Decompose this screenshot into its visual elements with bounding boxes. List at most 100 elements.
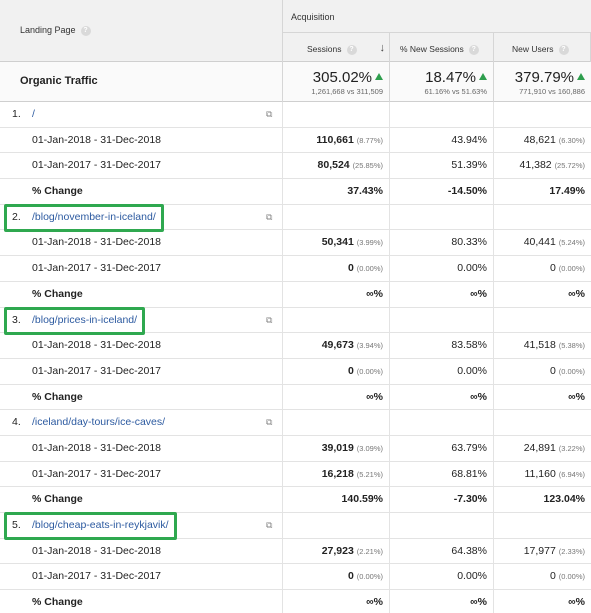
new-sessions-cell: 51.39% — [390, 153, 494, 179]
sessions-cell: 0 (0.00%) — [283, 564, 390, 590]
sessions-cell: 27,923 (2.21%) — [283, 538, 390, 564]
external-link-icon[interactable]: ⧉ — [266, 211, 273, 222]
sessions-cell: 50,341 (3.99%) — [283, 230, 390, 256]
summary-new-sessions: 18.47% 61.16% vs 51.63% — [390, 62, 494, 102]
table-row: % Change 37.43% -14.50% 17.49% — [0, 179, 591, 205]
new-sessions-cell: 83.58% — [390, 333, 494, 358]
arrow-up-icon — [577, 73, 585, 80]
help-icon[interactable]: ? — [346, 44, 357, 55]
sessions-change-cell: ∞% — [283, 384, 390, 410]
help-icon[interactable]: ? — [468, 44, 479, 55]
new-users-cell: 0 (0.00%) — [549, 262, 585, 275]
table-row: % Change ∞% ∞% ∞% — [0, 590, 591, 613]
new-sessions-cell: 43.94% — [390, 127, 494, 153]
landing-page-link[interactable]: /blog/november-in-iceland/ — [32, 210, 156, 223]
table-row: 01-Jan-2017 - 31-Dec-2017 0 (0.00%) 0.00… — [0, 256, 591, 282]
date-range-label: 01-Jan-2017 - 31-Dec-2017 — [32, 159, 161, 172]
new-sessions-header[interactable]: % New Sessions? — [390, 32, 494, 62]
date-range-label: 01-Jan-2018 - 31-Dec-2018 — [32, 133, 161, 146]
table-row: 01-Jan-2018 - 31-Dec-2018 27,923 (2.21%)… — [0, 538, 591, 565]
new-users-cell: 40,441 (5.24%) — [523, 236, 585, 249]
table-row: 01-Jan-2017 - 31-Dec-2017 0 (0.00%) 0.00… — [0, 564, 591, 591]
new-sessions-change-cell: -14.50% — [390, 179, 494, 204]
table-header: Landing Page? Acquisition Sessions? ↓ % … — [0, 0, 591, 62]
change-label: % Change — [32, 287, 83, 300]
new-users-cell: 41,382 (25.72%) — [519, 159, 585, 172]
new-sessions-change-cell: ∞% — [390, 281, 494, 307]
new-sessions-cell: 0.00% — [390, 256, 494, 281]
sessions-cell: 16,218 (5.21%) — [283, 461, 390, 487]
date-range-label: 01-Jan-2017 - 31-Dec-2017 — [32, 570, 161, 583]
table-row: % Change ∞% ∞% ∞% — [0, 384, 591, 411]
table-row: 01-Jan-2018 - 31-Dec-2018 39,019 (3.09%)… — [0, 435, 591, 462]
new-users-cell: 41,518 (5.38%) — [523, 339, 585, 352]
external-link-icon[interactable]: ⧉ — [266, 314, 273, 325]
date-range-label: 01-Jan-2017 - 31-Dec-2017 — [32, 467, 161, 480]
date-range-label: 01-Jan-2017 - 31-Dec-2017 — [32, 364, 161, 377]
arrow-up-icon — [479, 73, 487, 80]
table-row: % Change ∞% ∞% ∞% — [0, 281, 591, 308]
help-icon[interactable]: ? — [558, 44, 569, 55]
new-sessions-change-cell: ∞% — [390, 590, 494, 613]
date-range-label: 01-Jan-2018 - 31-Dec-2018 — [32, 339, 161, 352]
new-users-cell: 24,891 (3.22%) — [523, 441, 585, 454]
new-users-header[interactable]: New Users? — [494, 32, 591, 62]
acquisition-label: Acquisition — [291, 12, 335, 22]
table-row: 01-Jan-2018 - 31-Dec-2018 50,341 (3.99%)… — [0, 230, 591, 257]
table-row: 01-Jan-2017 - 31-Dec-2017 0 (0.00%) 0.00… — [0, 358, 591, 385]
change-label: % Change — [32, 493, 83, 506]
external-link-icon[interactable]: ⧉ — [266, 109, 273, 119]
new-users-change-cell: 17.49% — [549, 185, 585, 198]
new-users-cell: 0 (0.00%) — [549, 364, 585, 377]
landing-page-link[interactable]: / — [32, 108, 35, 120]
sessions-change-cell: ∞% — [283, 590, 390, 613]
landing-page-link[interactable]: /blog/cheap-eats-in-reykjavik/ — [32, 519, 169, 531]
new-users-cell: 0 (0.00%) — [549, 570, 585, 583]
sessions-change-cell: ∞% — [283, 281, 390, 307]
table-row: 01-Jan-2018 - 31-Dec-2018 110,661 (8.77%… — [0, 127, 591, 154]
change-label: % Change — [32, 390, 83, 403]
row-index: 3. — [12, 313, 21, 326]
row-index: 4. — [12, 416, 21, 429]
row-index: 1. — [12, 108, 21, 120]
table-row: 01-Jan-2018 - 31-Dec-2018 49,673 (3.94%)… — [0, 333, 591, 359]
table-row: % Change 140.59% -7.30% 123.04% — [0, 487, 591, 513]
new-sessions-cell: 68.81% — [390, 461, 494, 487]
external-link-icon[interactable]: ⧉ — [266, 417, 273, 428]
landing-page-header[interactable]: Landing Page? — [0, 0, 283, 62]
sessions-cell: 110,661 (8.77%) — [283, 127, 390, 153]
new-users-label: New Users — [512, 44, 554, 54]
landing-page-label: Landing Page — [20, 25, 76, 35]
new-sessions-cell: 64.38% — [390, 538, 494, 564]
new-sessions-cell: 0.00% — [390, 564, 494, 590]
sessions-cell: 49,673 (3.94%) — [283, 333, 390, 358]
table-body: 1. / ⧉ 01-Jan-2018 - 31-Dec-2018 110,661… — [0, 102, 591, 613]
summary-new-users: 379.79% 771,910 vs 160,886 — [514, 69, 585, 96]
summary-row: Organic Traffic 305.02% 1,261,668 vs 311… — [0, 62, 591, 102]
sort-desc-icon[interactable]: ↓ — [379, 42, 386, 54]
new-users-cell: 17,977 (2.33%) — [523, 544, 585, 557]
table-row: 5. /blog/cheap-eats-in-reykjavik/ ⧉ — [0, 513, 591, 539]
table-row: 1. / ⧉ — [0, 102, 591, 128]
arrow-up-icon — [375, 73, 383, 80]
landing-page-link[interactable]: /blog/prices-in-iceland/ — [32, 313, 138, 326]
sessions-header[interactable]: Sessions? ↓ — [283, 32, 390, 62]
help-icon[interactable]: ? — [80, 25, 91, 36]
summary-sessions: 305.02% 1,261,668 vs 311,509 — [283, 62, 390, 102]
table-row: 3. /blog/prices-in-iceland/ ⧉ — [0, 307, 591, 334]
new-users-cell: 11,160 (6.94%) — [524, 467, 585, 480]
new-users-change-cell: 123.04% — [543, 493, 585, 506]
change-label: % Change — [32, 596, 83, 609]
row-index: 5. — [12, 519, 21, 531]
new-sessions-change-cell: ∞% — [390, 384, 494, 410]
row-index: 2. — [12, 210, 21, 223]
sessions-change-cell: 140.59% — [283, 487, 390, 512]
date-range-label: 01-Jan-2018 - 31-Dec-2018 — [32, 544, 161, 557]
new-sessions-cell: 63.79% — [390, 435, 494, 461]
new-sessions-change-cell: -7.30% — [390, 487, 494, 512]
new-sessions-cell: 80.33% — [390, 230, 494, 256]
table-row: 4. /iceland/day-tours/ice-caves/ ⧉ — [0, 410, 591, 436]
date-range-label: 01-Jan-2017 - 31-Dec-2017 — [32, 262, 161, 275]
landing-page-link[interactable]: /iceland/day-tours/ice-caves/ — [32, 416, 166, 429]
external-link-icon[interactable]: ⧉ — [266, 520, 273, 530]
